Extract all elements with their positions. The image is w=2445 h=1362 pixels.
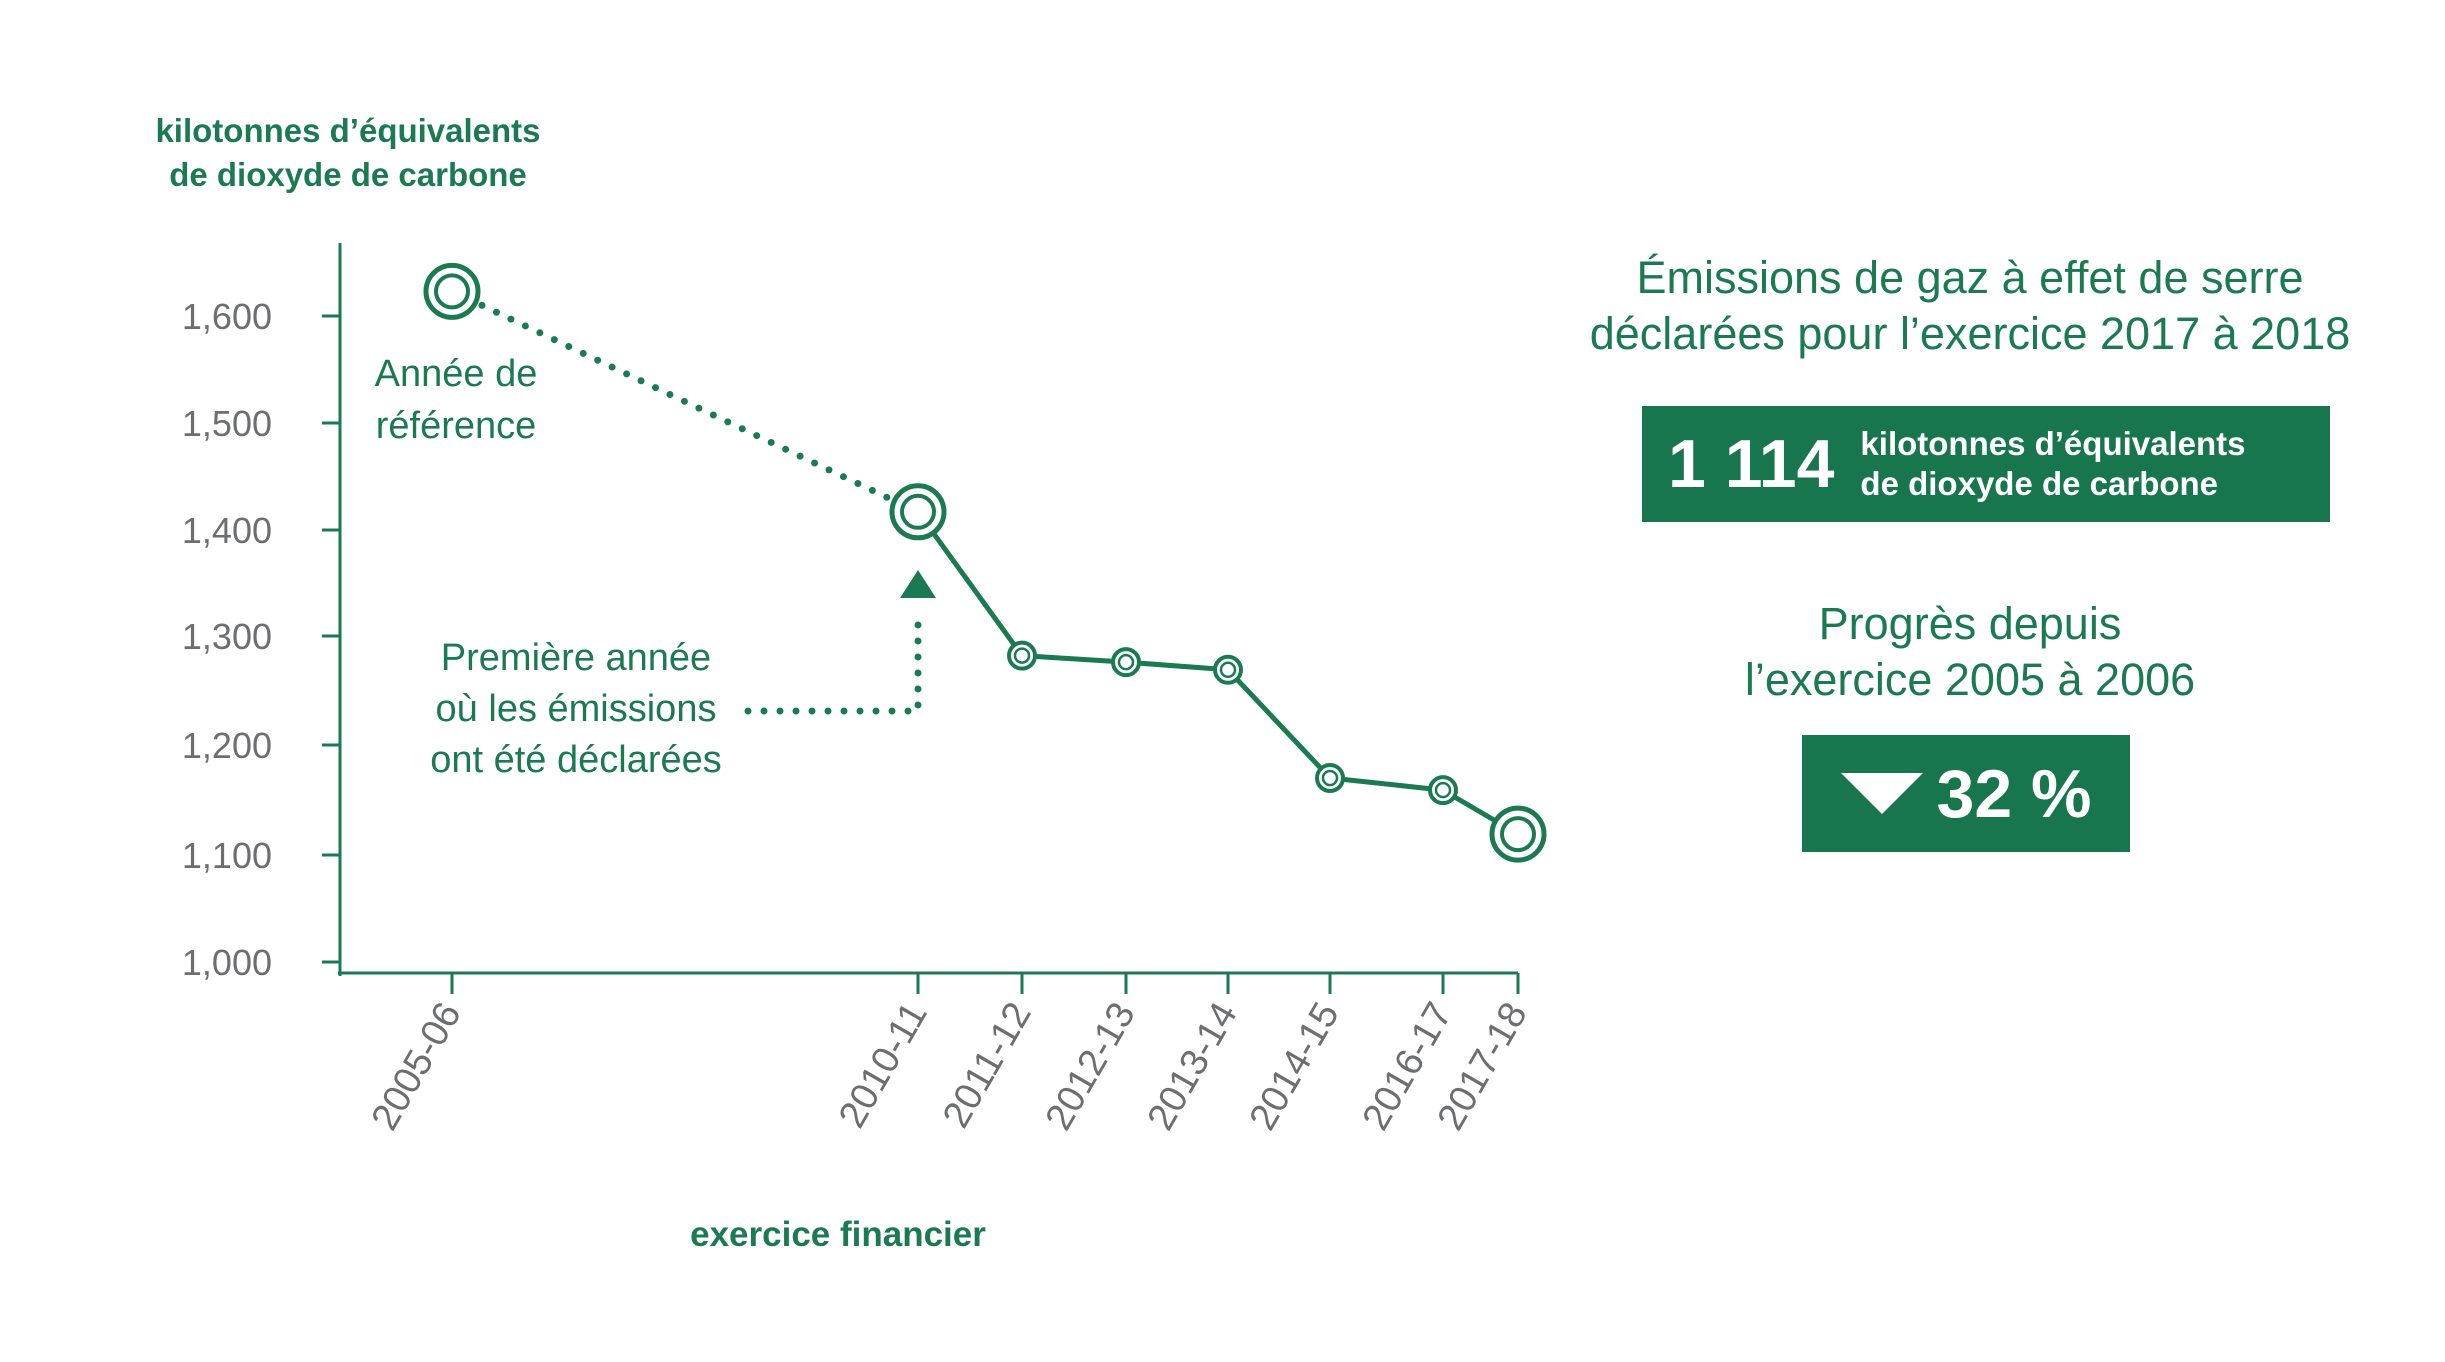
total-emissions-unit: kilotonnes d’équivalents de dioxyde de c… bbox=[1860, 424, 2245, 504]
y-tick-label: 1,400 bbox=[182, 510, 272, 551]
data-point-2014-15 bbox=[1315, 763, 1345, 793]
y-tick-label: 1,200 bbox=[182, 725, 272, 766]
arrow-up-icon bbox=[900, 570, 936, 598]
progress-title: Progrès depuis l’exercice 2005 à 2006 bbox=[1620, 596, 2320, 708]
data-point-2013-14 bbox=[1213, 654, 1243, 685]
annotation-baseline-line2: référence bbox=[376, 405, 537, 447]
data-point-2012-13 bbox=[1111, 647, 1141, 678]
data-point-2011-12 bbox=[1007, 640, 1037, 671]
x-tick-label: 2010-11 bbox=[831, 996, 936, 1135]
x-tick-label: 2012-13 bbox=[1038, 996, 1144, 1138]
total-emissions-unit-line1: kilotonnes d’équivalents bbox=[1860, 425, 2246, 462]
data-point-2017-18 bbox=[1489, 805, 1547, 863]
x-axis-ticks: 2005-06 2010-11 2011-122012-132013-142014-… bbox=[364, 973, 1536, 1137]
data-point-inner-ring bbox=[900, 493, 936, 530]
series-points bbox=[423, 262, 1547, 863]
total-emissions-unit-line2: de dioxyde de carbone bbox=[1860, 465, 2219, 502]
data-point-inner-ring bbox=[1117, 653, 1135, 671]
summary-title: Émissions de gaz à effet de serre déclar… bbox=[1560, 250, 2380, 362]
annotation-first-report-line3: ont été déclarées bbox=[430, 739, 722, 781]
y-tick-label: 1,000 bbox=[182, 942, 272, 983]
x-tick-label: 2011-12 bbox=[935, 996, 1040, 1135]
triangle-down-icon bbox=[1840, 773, 1923, 814]
baseline-dotted-connector bbox=[478, 301, 892, 502]
x-tick-label: 2013-14 bbox=[1140, 996, 1246, 1138]
data-point-inner-ring bbox=[1434, 781, 1452, 799]
data-point-2005-06 bbox=[423, 262, 481, 320]
total-emissions-value: 1 114 bbox=[1668, 426, 1835, 502]
x-tick-label: 2014-15 bbox=[1242, 996, 1348, 1138]
y-axis-ticks: 1,000 1,100 1,200 1,300 1,400 1,500 1,600 bbox=[182, 296, 340, 983]
annotation-baseline: Année de référence bbox=[375, 353, 538, 447]
annotation-first-report: Première année où les émissions ont été … bbox=[430, 637, 722, 781]
annotation-baseline-line1: Année de bbox=[375, 353, 538, 395]
y-tick-label: 1,600 bbox=[182, 296, 272, 337]
emissions-chart: kilotonnes d’équivalents de dioxyde de c… bbox=[155, 112, 1547, 1254]
progress-title-line1: Progrès depuis bbox=[1818, 598, 2122, 649]
first-report-dotted-arrow bbox=[744, 610, 922, 715]
data-point-inner-ring bbox=[1013, 647, 1031, 664]
data-point-2016-17 bbox=[1428, 775, 1458, 806]
progress-title-line2: l’exercice 2005 à 2006 bbox=[1744, 654, 2196, 705]
y-axis-title-line2: de dioxyde de carbone bbox=[169, 156, 527, 193]
data-point-2010-11 bbox=[889, 483, 947, 541]
data-point-inner-ring bbox=[434, 273, 470, 310]
annotation-first-report-line2: où les émissions bbox=[436, 688, 717, 730]
progress-box: 32 % bbox=[1802, 735, 2130, 852]
x-tick-label: 2005-06 bbox=[364, 996, 470, 1138]
y-tick-label: 1,100 bbox=[182, 835, 272, 876]
y-axis-title-line1: kilotonnes d’équivalents bbox=[155, 112, 540, 149]
summary-title-line1: Émissions de gaz à effet de serre bbox=[1636, 252, 2304, 303]
progress-value: 32 % bbox=[1936, 755, 2092, 832]
summary-title-line2: déclarées pour l’exercice 2017 à 2018 bbox=[1589, 308, 2351, 359]
data-point-inner-ring bbox=[1321, 769, 1339, 787]
x-axis-title: exercice financier bbox=[690, 1215, 986, 1254]
y-tick-label: 1,500 bbox=[182, 403, 272, 444]
annotation-first-report-line1: Première année bbox=[441, 637, 711, 679]
total-emissions-box: 1 114 kilotonnes d’équivalents de dioxyd… bbox=[1642, 406, 2330, 522]
data-point-inner-ring bbox=[1500, 816, 1536, 853]
data-point-inner-ring bbox=[1219, 661, 1237, 679]
y-tick-label: 1,300 bbox=[182, 616, 272, 657]
